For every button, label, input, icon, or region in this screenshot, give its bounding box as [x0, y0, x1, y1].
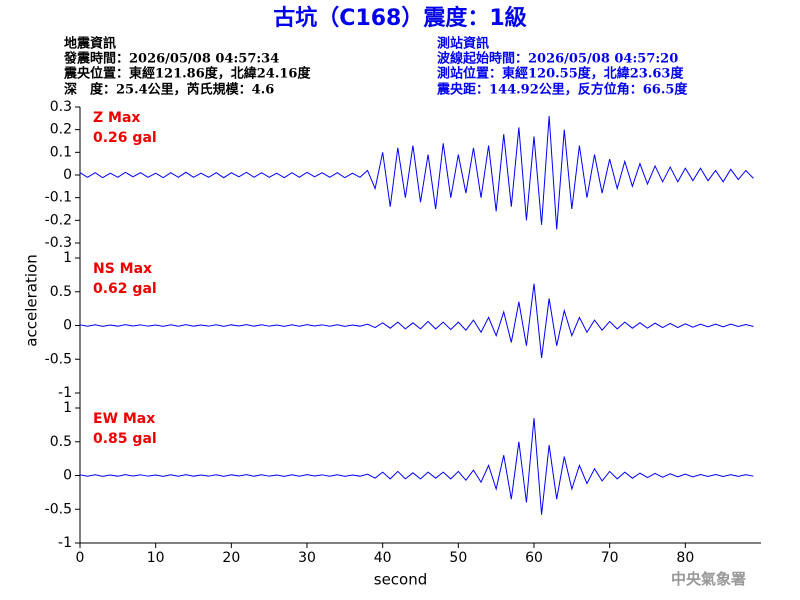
- y-tick-label: -0.2: [45, 212, 72, 228]
- station-info: 波線起始時間：2026/05/08 04:57:20: [437, 51, 678, 67]
- station-info: 測站位置：東經120.55度，北緯23.63度: [437, 66, 684, 82]
- y-tick-label: 0.5: [50, 434, 72, 450]
- max-label: NS Max: [93, 261, 152, 277]
- y-tick-label: 0.1: [50, 144, 72, 160]
- x-tick-label: 40: [374, 550, 392, 566]
- x-tick-label: 10: [147, 550, 165, 566]
- x-tick-label: 0: [76, 550, 85, 566]
- waveform: [79, 116, 754, 230]
- y-tick-label: -0.1: [45, 190, 72, 206]
- x-tick-label: 80: [676, 550, 694, 566]
- station-info: 測站資訊: [437, 36, 489, 52]
- max-label: 0.26 gal: [93, 130, 157, 146]
- max-label: 0.85 gal: [93, 431, 157, 447]
- x-tick-label: 60: [525, 550, 543, 566]
- max-label: EW Max: [93, 411, 155, 427]
- max-label: 0.62 gal: [93, 281, 157, 297]
- y-tick-label: 1: [63, 400, 72, 416]
- x-tick-label: 30: [298, 550, 316, 566]
- footer: 中央氣象署: [671, 570, 746, 588]
- y-tick-label: -0.3: [45, 235, 72, 251]
- title: 古坑（C168）震度：1級: [273, 5, 526, 31]
- x-tick-label: 70: [601, 550, 619, 566]
- waveform: [79, 418, 754, 515]
- x-tick-label: 20: [222, 550, 240, 566]
- y-tick-label: 0.2: [50, 122, 72, 138]
- quake-info: 震央位置：東經121.86度，北緯24.16度: [63, 66, 311, 82]
- y-tick-label: -0.5: [45, 501, 72, 517]
- quake-info: 發震時間：2026/05/08 04:57:34: [63, 51, 279, 67]
- y-tick-label: 0.5: [50, 284, 72, 300]
- x-axis-label: second: [374, 571, 428, 589]
- y-tick-label: -0.5: [45, 351, 72, 367]
- quake-info: 深 度：25.4公里，芮氏規模：4.6: [64, 82, 274, 98]
- x-tick-label: 50: [449, 550, 467, 566]
- y-tick-label: 0.3: [50, 99, 72, 115]
- y-tick-label: 0: [63, 468, 72, 484]
- y-tick-label: -1: [58, 535, 72, 551]
- y-tick-label: 0: [63, 167, 72, 183]
- y-tick-label: 0: [63, 318, 72, 334]
- quake-info: 地震資訊: [64, 36, 116, 52]
- y-tick-label: 1: [63, 250, 72, 266]
- waveform: [79, 283, 754, 358]
- station-info: 震央距：144.92公里，反方位角：66.5度: [436, 82, 688, 98]
- max-label: Z Max: [93, 110, 140, 126]
- y-tick-label: -1: [58, 385, 72, 401]
- y-axis-label: acceleration: [23, 254, 41, 346]
